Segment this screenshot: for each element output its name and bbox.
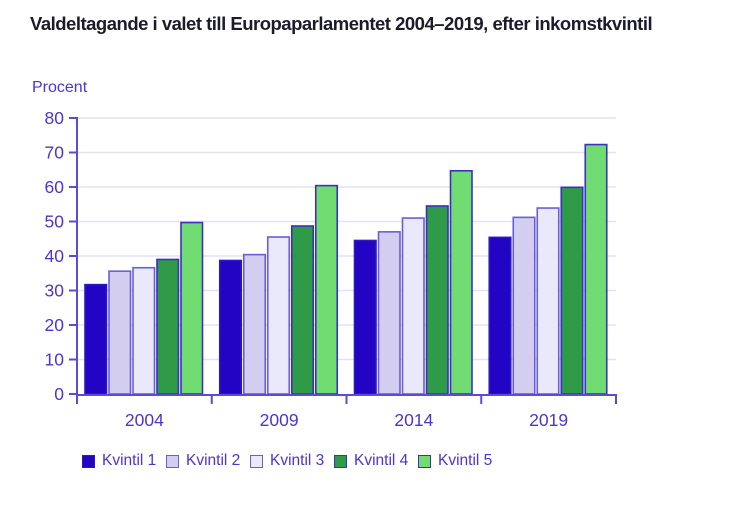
y-tick-label-30: 30 — [45, 281, 65, 301]
legend-item-kvintil-3: Kvintil 3 — [250, 452, 334, 470]
bar-2014-kvintil-5 — [449, 169, 473, 395]
bar-2009-kvintil-1 — [218, 259, 243, 395]
bar-2004-kvintil-5 — [180, 221, 204, 395]
x-category-label-2004: 2004 — [125, 410, 164, 430]
y-tick-label-0: 0 — [54, 384, 64, 404]
y-tick-label-60: 60 — [45, 177, 65, 197]
legend-swatch-kvintil-1 — [82, 454, 95, 468]
bar-2004-kvintil-2 — [108, 270, 132, 395]
bar-2014-kvintil-1 — [353, 239, 377, 395]
y-tick-label-50: 50 — [45, 212, 65, 232]
legend-swatch-kvintil-2 — [166, 454, 179, 468]
x-category-label-2009: 2009 — [260, 410, 299, 430]
bar-2009-kvintil-3 — [266, 236, 291, 395]
bar-2009-kvintil-4 — [290, 225, 315, 395]
y-axis-unit-label: Procent — [32, 79, 88, 96]
legend-label-kvintil-4: Kvintil 4 — [354, 452, 409, 469]
bar-2019-kvintil-4 — [560, 186, 584, 395]
bar-2009-kvintil-5 — [314, 184, 339, 395]
x-category-label-2014: 2014 — [394, 410, 433, 430]
bar-2019-kvintil-5 — [584, 143, 608, 395]
bar-2004-kvintil-3 — [132, 266, 156, 395]
legend-item-kvintil-5: Kvintil 5 — [418, 452, 492, 470]
legend-item-kvintil-4: Kvintil 4 — [334, 452, 418, 470]
legend-label-kvintil-5: Kvintil 5 — [438, 452, 493, 469]
legend-item-kvintil-1: Kvintil 1 — [82, 452, 166, 470]
y-tick-label-70: 70 — [45, 143, 65, 163]
x-category-label-2019: 2019 — [529, 410, 568, 430]
legend-label-kvintil-2: Kvintil 2 — [186, 452, 241, 469]
legend-label-kvintil-1: Kvintil 1 — [102, 452, 157, 469]
legend-swatch-kvintil-3 — [250, 454, 263, 468]
bar-2004-kvintil-1 — [84, 283, 108, 395]
bar-2004-kvintil-4 — [156, 258, 180, 395]
bar-2019-kvintil-2 — [512, 216, 536, 395]
bar-2014-kvintil-2 — [377, 231, 401, 395]
y-tick-label-20: 20 — [45, 315, 65, 335]
bar-2019-kvintil-1 — [488, 236, 512, 395]
y-tick-label-40: 40 — [45, 246, 65, 266]
bar-2019-kvintil-3 — [536, 207, 560, 395]
chart-legend: Kvintil 1 Kvintil 2 Kvintil 3 Kvintil 4 Kvin… — [82, 451, 492, 471]
legend-label-kvintil-3: Kvintil 3 — [270, 452, 325, 469]
legend-swatch-kvintil-5 — [418, 454, 431, 468]
y-tick-label-10: 10 — [45, 350, 65, 370]
bar-2009-kvintil-2 — [242, 253, 267, 395]
legend-swatch-kvintil-4 — [334, 454, 347, 468]
y-tick-label-80: 80 — [45, 108, 65, 128]
chart-title: Valdeltagande i valet till Europaparlame… — [30, 13, 653, 34]
bar-2014-kvintil-4 — [425, 205, 449, 395]
bar-2014-kvintil-3 — [401, 217, 425, 395]
legend-item-kvintil-2: Kvintil 2 — [166, 452, 250, 470]
